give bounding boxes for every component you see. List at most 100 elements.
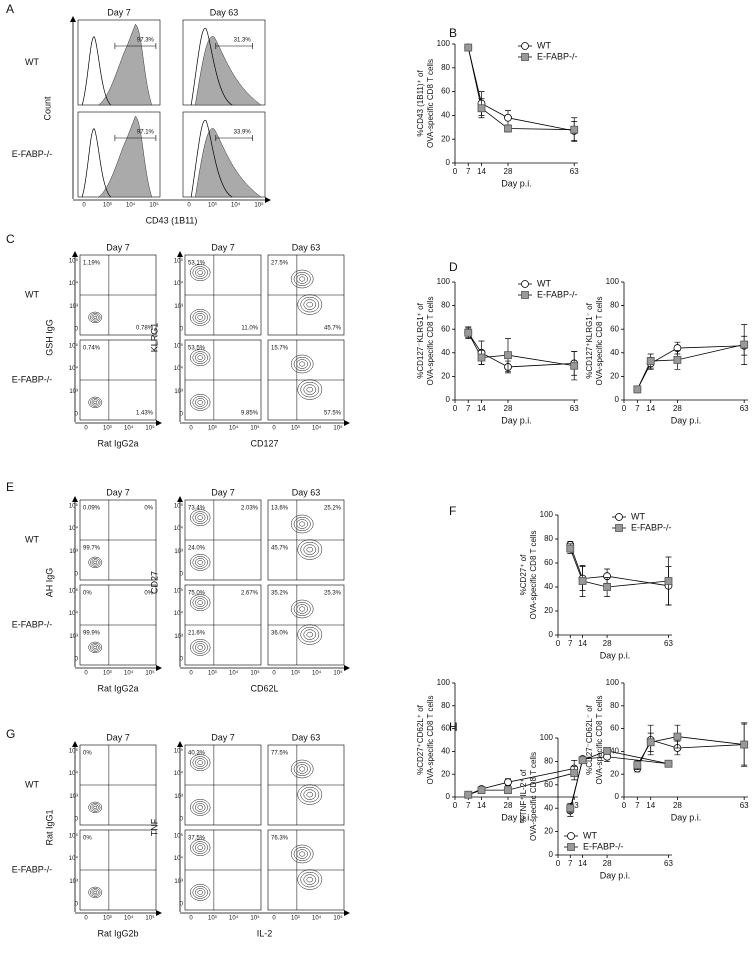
contour	[299, 276, 306, 282]
x-tick-label: 14	[646, 404, 655, 413]
y-tick-label: 20	[441, 134, 450, 143]
series-line	[569, 548, 669, 588]
x-tick-label: 7	[466, 801, 471, 810]
y-axis-label: %CD127⁻KLRG1⁺ of	[416, 302, 425, 378]
contour	[195, 643, 206, 652]
contour	[306, 546, 314, 553]
contour	[88, 556, 103, 569]
contour	[192, 801, 208, 814]
marker	[570, 361, 579, 370]
y-tick-label: 40	[441, 348, 450, 357]
y-tick-label: 10³	[69, 879, 78, 885]
series-line	[569, 750, 669, 809]
contour	[290, 759, 314, 779]
contour	[190, 264, 211, 281]
contour	[192, 556, 208, 569]
contour	[91, 314, 99, 321]
y-axis-label: AH IgG	[44, 568, 54, 598]
marker	[646, 357, 655, 365]
x-tick-label: 28	[673, 801, 682, 810]
marker	[646, 738, 655, 747]
y-tick-label: 10⁵	[174, 588, 184, 595]
x-tick-label: 10⁵	[250, 915, 260, 922]
marker	[570, 125, 579, 134]
x-axis-label: Rat IgG2a	[97, 438, 138, 448]
x-tick-label: 7	[568, 859, 573, 868]
x-tick-label: 10⁴	[124, 425, 134, 432]
x-tick-label: 7	[635, 801, 640, 810]
y-tick-label: 10⁴	[174, 365, 184, 372]
y-tick-label: 0	[75, 902, 79, 908]
quadrant-percent: 35.2%	[271, 591, 289, 597]
contour	[306, 386, 314, 393]
x-tick-label: 10³	[208, 916, 217, 922]
y-tick-label: 10⁴	[174, 280, 184, 287]
contour	[290, 514, 314, 534]
y-tick-label: 40	[544, 803, 553, 812]
x-tick-label: 0	[84, 916, 88, 922]
row-label: E-FABP-/-	[12, 149, 53, 159]
legend-label: E-FABP-/-	[537, 289, 578, 299]
contour	[190, 754, 211, 771]
histogram-filled	[97, 23, 153, 106]
x-tick-label: 10⁴	[312, 425, 322, 432]
contour	[290, 269, 314, 289]
y-tick-label: 10⁵	[174, 258, 184, 265]
x-tick-label: 10⁵	[333, 915, 343, 922]
y-tick-label: 40	[610, 747, 619, 756]
y-tick-label: 10⁴	[174, 770, 184, 777]
y-axis-label: %CD43 (1B11)⁺ of	[416, 70, 425, 137]
marker	[477, 104, 486, 113]
contour	[300, 296, 320, 313]
y-tick-label: 10³	[69, 794, 78, 800]
y-tick-label: 10⁵	[174, 343, 184, 350]
legend-marker	[567, 832, 575, 840]
y-tick-label: 0	[446, 158, 451, 167]
x-axis-label: CD127	[250, 438, 278, 448]
x-axis-label: Day p.i.	[600, 870, 631, 880]
y-tick-label: 10⁴	[69, 365, 79, 372]
quadrant-percent: 36.0%	[271, 631, 289, 637]
contour	[197, 515, 203, 520]
x-tick-label: 10⁵	[254, 202, 264, 209]
quadrant-percent: 53.5%	[188, 346, 206, 352]
x-tick-label: 10⁵	[145, 670, 155, 677]
quadrant-percent: 75.0%	[188, 591, 206, 597]
contour	[297, 294, 323, 315]
y-tick-label: 0	[615, 395, 620, 404]
x-axis-label: Day p.i.	[671, 812, 702, 822]
marker	[664, 577, 673, 585]
contour	[195, 313, 206, 322]
contour	[197, 270, 203, 275]
contour	[192, 596, 208, 609]
contour	[299, 606, 306, 612]
series-line	[467, 47, 575, 132]
legend-label: WT	[537, 40, 551, 50]
contour	[300, 626, 320, 643]
legend-marker	[615, 524, 623, 532]
column-header: Day 7	[211, 732, 235, 742]
marker	[504, 778, 512, 787]
y-axis-label: OVA-specific CD8 T cells	[595, 696, 604, 785]
marker	[464, 328, 473, 337]
y-axis-label: OVA-specific CD8 T cells	[426, 59, 435, 148]
y-tick-label: 0	[549, 850, 554, 859]
x-axis-label: Day p.i.	[501, 415, 532, 425]
y-tick-label: 10³	[174, 879, 183, 885]
contour	[296, 359, 308, 369]
y-tick-label: 0	[75, 572, 79, 578]
contour	[197, 355, 203, 360]
x-tick-label: 28	[673, 404, 682, 413]
x-tick-label: 10⁴	[124, 915, 134, 922]
contour	[195, 803, 206, 812]
x-tick-label: 10⁵	[149, 202, 159, 209]
column-header: Day 63	[292, 732, 321, 742]
quadrant-percent: 0%	[144, 506, 153, 512]
series-line	[467, 332, 575, 368]
x-tick-label: 10⁵	[333, 425, 343, 432]
contour	[195, 758, 206, 767]
contour	[93, 805, 98, 810]
contour	[299, 851, 306, 857]
x-tick-label: 14	[477, 404, 486, 413]
x-tick-label: 0	[453, 167, 458, 176]
